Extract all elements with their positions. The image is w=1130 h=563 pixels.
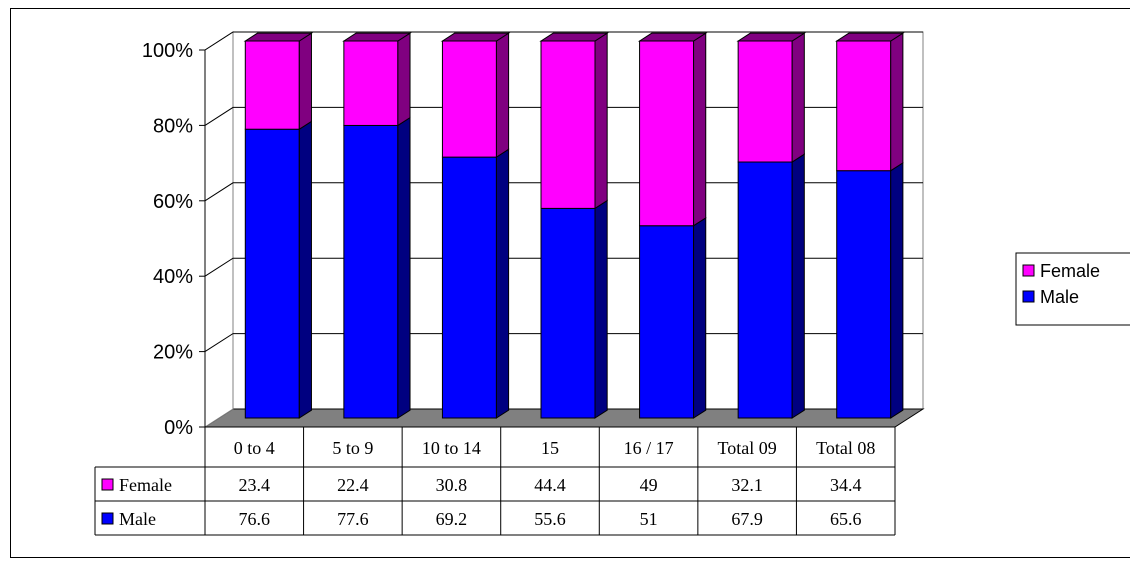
x-category-label: 10 to 14 xyxy=(422,438,481,458)
table-row-label: Male xyxy=(119,509,156,529)
bar-female-front xyxy=(540,40,596,209)
bar-top xyxy=(835,32,905,42)
y-tick-label: 100% xyxy=(142,40,193,62)
data-label: 23.4 xyxy=(239,475,271,495)
data-label: 65.6 xyxy=(830,509,862,529)
legend-label: Male xyxy=(1040,287,1079,307)
data-label: 49 xyxy=(640,475,658,495)
bar-female-side xyxy=(693,32,707,227)
data-table: 0 to 4 5 to 9 10 to 14 15 16 / 17 Total 09 Tot… xyxy=(94,426,896,536)
table-row-label: Female xyxy=(119,475,172,495)
data-label: 77.6 xyxy=(337,509,369,529)
bar-female-side xyxy=(791,32,805,163)
bar-female-side xyxy=(298,32,312,131)
bar-male-side xyxy=(594,199,608,419)
bar-male-side xyxy=(693,216,707,419)
bar-female-front xyxy=(836,40,892,172)
x-category-label: 15 xyxy=(541,438,559,458)
bar-male-front xyxy=(639,225,695,419)
bar-male-front xyxy=(441,156,497,419)
y-tick-label: 60% xyxy=(153,191,193,213)
y-tick-label: 0% xyxy=(164,417,193,439)
x-category-label: 5 to 9 xyxy=(332,438,373,458)
bar-top xyxy=(342,32,412,42)
bar-male-side xyxy=(298,120,312,419)
x-category-label: 16 / 17 xyxy=(624,438,674,458)
data-label: 44.4 xyxy=(534,475,566,495)
legend-label: Female xyxy=(1040,261,1100,281)
bar-male-front xyxy=(343,124,399,419)
bar-female-front xyxy=(441,40,497,158)
legend-box xyxy=(1015,252,1130,326)
y-tick-label: 40% xyxy=(153,266,193,288)
data-label: 67.9 xyxy=(731,509,763,529)
y-tick-label: 80% xyxy=(153,115,193,137)
data-label: 76.6 xyxy=(239,509,271,529)
bar-male-front xyxy=(737,161,793,419)
bar-female-side xyxy=(495,32,510,159)
bar-female-side xyxy=(594,32,608,210)
bar-top xyxy=(243,32,314,42)
legend: Female Male xyxy=(1015,252,1130,326)
bar-male-side xyxy=(495,148,510,419)
legend-swatch xyxy=(1022,290,1035,303)
table-row-swatch xyxy=(101,512,114,525)
bar-male-front xyxy=(244,128,300,419)
data-label: 55.6 xyxy=(534,509,566,529)
x-category-label: Total 09 xyxy=(718,438,777,458)
bar-male-front xyxy=(836,170,892,419)
data-label: 30.8 xyxy=(436,475,468,495)
data-label: 69.2 xyxy=(436,509,468,529)
bar-top xyxy=(736,32,807,42)
bar-male-front xyxy=(540,207,596,419)
y-tick-label: 20% xyxy=(153,342,193,364)
data-label: 32.1 xyxy=(731,475,763,495)
x-category-label: Total 08 xyxy=(816,438,875,458)
bar-male-side xyxy=(890,161,904,419)
bar-top xyxy=(539,32,609,42)
bar-female-front xyxy=(737,40,793,163)
bar-top xyxy=(637,32,708,42)
bar-female-side xyxy=(890,32,904,172)
bar-male-side xyxy=(397,116,411,419)
chart-frame xyxy=(10,8,1130,558)
data-label: 34.4 xyxy=(830,475,862,495)
bar-male-side xyxy=(791,153,805,419)
data-label: 22.4 xyxy=(337,475,369,495)
bar-top xyxy=(440,32,511,42)
x-category-label: 0 to 4 xyxy=(234,438,275,458)
data-label: 51 xyxy=(640,509,658,529)
bar-female-side xyxy=(397,32,411,127)
legend-swatch xyxy=(1022,264,1035,277)
bar-female-front xyxy=(343,40,399,126)
bar-female-front xyxy=(244,40,300,130)
side-wall xyxy=(204,31,234,428)
table-row-swatch xyxy=(101,478,114,491)
bar-female-front xyxy=(639,40,695,227)
gridline xyxy=(204,31,923,51)
